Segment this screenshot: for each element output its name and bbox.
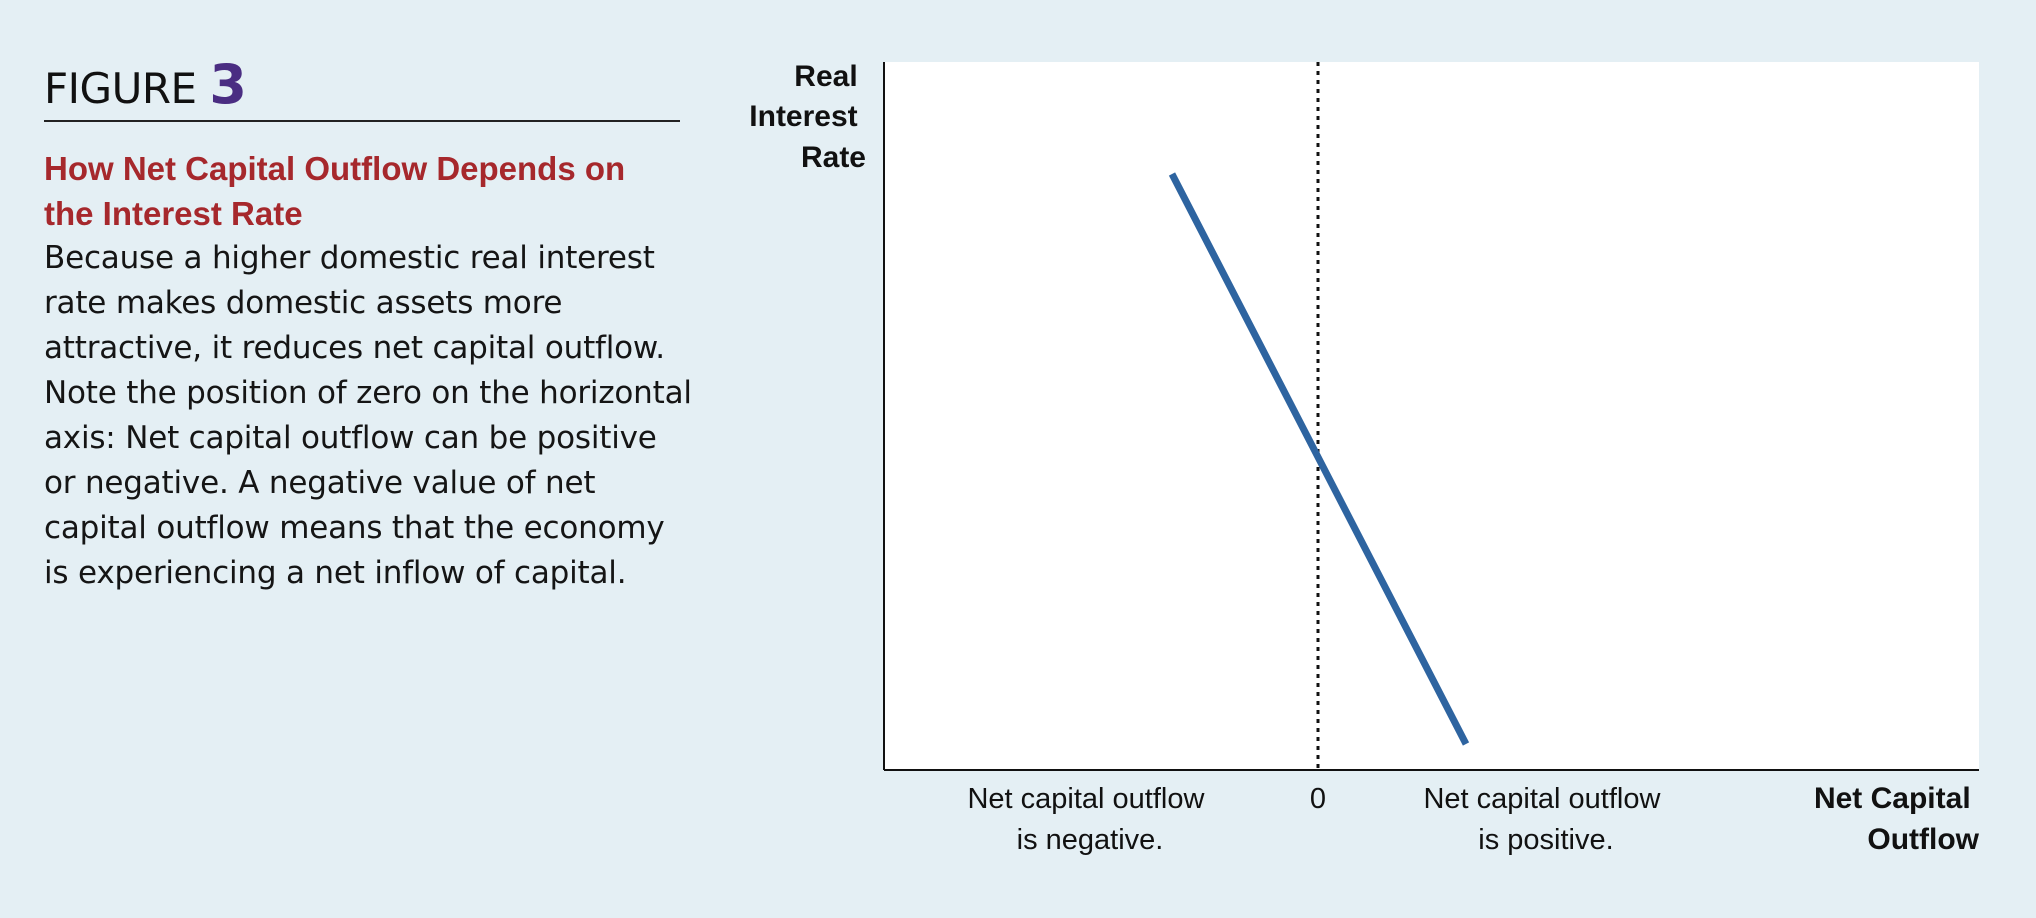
negative-label-line2: is negative. [1017, 824, 1164, 856]
figure-title: How Net Capital Outflow Depends on the I… [44, 150, 626, 232]
figure-label: FIGURE [44, 64, 197, 113]
positive-label-line1: Net capital outflow [1423, 783, 1661, 815]
zero-label: 0 [1310, 783, 1326, 815]
x-axis-label-line2: Outflow [1867, 823, 1979, 856]
figure-heading: FIGURE 3 [44, 50, 680, 120]
x-axis-label: Net Capital Outflow [1814, 782, 1980, 856]
figure-description: Because a higher domestic real interest … [44, 240, 692, 591]
plot-area [884, 62, 1979, 770]
figure-number: 3 [209, 53, 247, 116]
heading-divider [44, 120, 680, 122]
negative-label: Net capital outflow is negative. [967, 783, 1212, 856]
y-axis-label-line2: Interest [749, 100, 857, 133]
y-axis-label-line1: Real [794, 60, 857, 93]
y-axis-label: Real Interest Rate [749, 60, 866, 174]
positive-label-line2: is positive. [1478, 824, 1613, 856]
y-axis-label-line3: Rate [801, 141, 866, 174]
x-axis-label-line1: Net Capital [1814, 782, 1971, 815]
negative-label-line1: Net capital outflow [967, 783, 1205, 815]
net-capital-outflow-curve [1168, 172, 1470, 746]
positive-label: Net capital outflow is positive. [1423, 783, 1668, 856]
figure-caption: FIGURE 3 How Net Capital Outflow Depends… [44, 50, 692, 596]
